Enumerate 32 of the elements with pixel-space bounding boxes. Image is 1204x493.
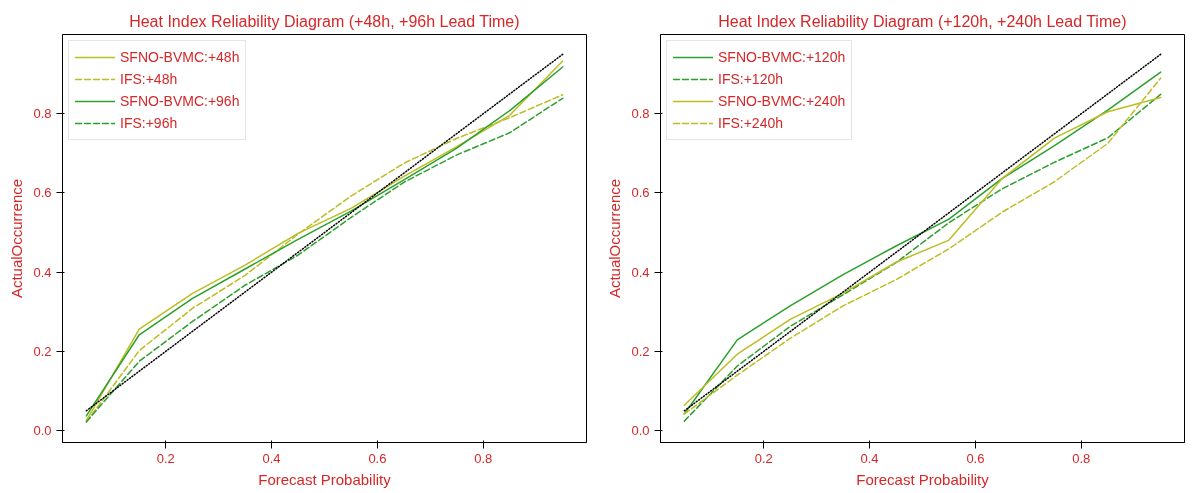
x-axis-title: Forecast Probability: [258, 470, 392, 488]
x-tick-label: 0.4: [262, 450, 281, 466]
legend-label: IFS:+120h: [718, 71, 783, 87]
x-axis-title: Forecast Probability: [856, 470, 990, 488]
x-tick-label: 0.8: [1072, 450, 1091, 466]
chart-title: Heat Index Reliability Diagram (+48h, +96h Lead Time): [129, 12, 520, 30]
y-tick-label: 0.6: [33, 185, 52, 201]
y-tick-label: 0.2: [33, 343, 52, 359]
y-tick-label: 0.0: [631, 423, 650, 439]
x-tick-label: 0.8: [474, 450, 493, 466]
y-tick-label: 0.2: [631, 343, 650, 359]
y-axis-title: ActualOccurrence: [8, 178, 26, 299]
x-tick-label: 0.6: [966, 450, 985, 466]
legend-label: IFS:+48h: [120, 71, 178, 87]
y-tick-label: 0.8: [33, 106, 52, 122]
legend-label: SFNO-BVMC:+48h: [120, 49, 240, 65]
x-tick-label: 0.6: [368, 450, 387, 466]
y-tick-label: 0.4: [631, 264, 650, 280]
y-tick-label: 0.4: [33, 264, 52, 280]
y-tick-label: 0.0: [33, 423, 52, 439]
y-tick-label: 0.8: [631, 106, 650, 122]
legend-label: SFNO-BVMC:+96h: [120, 93, 240, 109]
x-tick-label: 0.4: [860, 450, 879, 466]
y-axis-title: ActualOccurrence: [606, 178, 624, 299]
x-tick-label: 0.2: [754, 450, 773, 466]
legend-label: IFS:+96h: [120, 115, 178, 131]
legend-label: SFNO-BVMC:+120h: [718, 49, 846, 65]
y-tick-label: 0.6: [631, 185, 650, 201]
legend-label: IFS:+240h: [718, 115, 783, 131]
legend-label: SFNO-BVMC:+240h: [718, 93, 846, 109]
x-tick-label: 0.2: [156, 450, 175, 466]
chart-title: Heat Index Reliability Diagram (+120h, +240h Lead Time): [718, 12, 1127, 30]
